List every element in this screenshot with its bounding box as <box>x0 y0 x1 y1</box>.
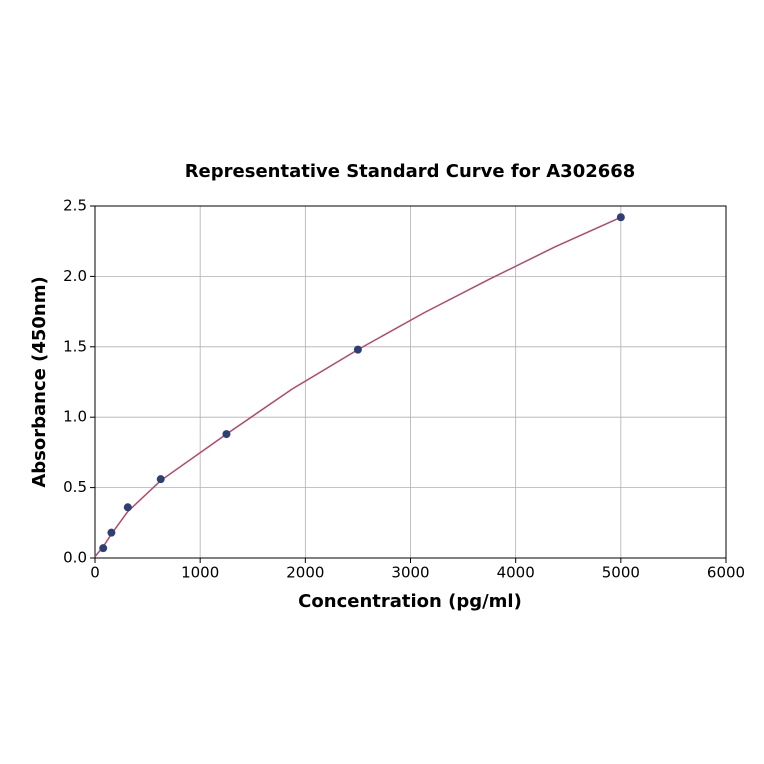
data-point <box>156 475 165 484</box>
data-point <box>123 503 132 512</box>
plot-frame <box>94 205 727 559</box>
chart-title: Representative Standard Curve for A30266… <box>185 161 636 182</box>
data-point <box>616 213 625 222</box>
y-tick-label: 0.5 <box>63 478 87 496</box>
x-tick-label: 4000 <box>497 564 535 582</box>
y-tick-label: 0.0 <box>63 549 87 567</box>
x-tick-label: 0 <box>90 564 100 582</box>
data-point <box>107 528 116 537</box>
y-tick-label: 1.5 <box>63 337 87 355</box>
x-tick-label: 6000 <box>707 564 745 582</box>
y-tick-label: 1.0 <box>63 408 87 426</box>
x-tick-label: 5000 <box>602 564 640 582</box>
x-tick-label: 1000 <box>181 564 219 582</box>
x-axis-label: Concentration (pg/ml) <box>298 591 522 612</box>
y-tick-label: 2.0 <box>63 267 87 285</box>
data-point <box>222 430 231 439</box>
x-tick-label: 2000 <box>286 564 324 582</box>
data-point <box>99 544 108 553</box>
y-axis-label: Absorbance (450nm) <box>29 276 50 487</box>
y-tick-label: 2.5 <box>63 197 87 215</box>
x-tick-label: 3000 <box>391 564 429 582</box>
data-point <box>353 345 362 354</box>
